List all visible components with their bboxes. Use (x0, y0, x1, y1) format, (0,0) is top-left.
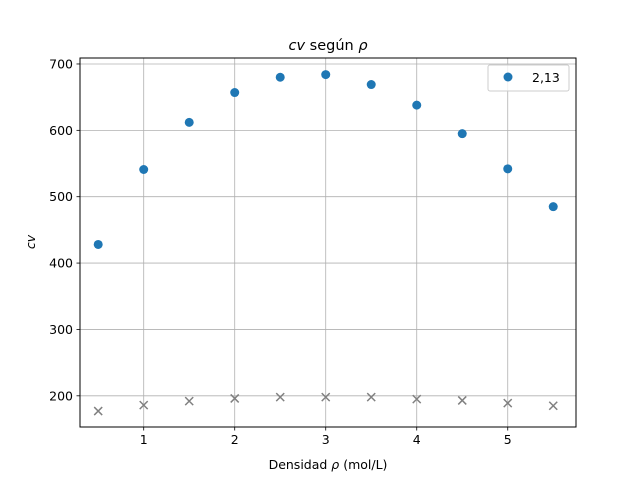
data-point-series-1 (93, 239, 103, 249)
data-point-series-2 (275, 392, 285, 402)
x-tick-label: 3 (322, 432, 330, 447)
grid (80, 58, 576, 427)
data-point-series-2 (184, 396, 194, 406)
data-point-series-2 (548, 401, 558, 411)
legend-box (487, 64, 570, 92)
x-axis-label: Densidad ρ (mol/L) (269, 457, 388, 472)
legend: 2,13 (487, 64, 570, 92)
y-tick-label: 700 (49, 56, 73, 71)
series-layer (93, 70, 558, 416)
data-point-series-1 (230, 88, 240, 98)
data-point-series-2 (230, 393, 240, 403)
axis-ticks: 1 2 3 4 5 200 300 400 500 600 700 (49, 56, 512, 447)
data-point-series-2 (321, 392, 331, 402)
y-tick-label: 400 (49, 256, 73, 271)
data-point-series-1 (139, 164, 149, 174)
y-tick-label: 600 (49, 123, 73, 138)
legend-marker (503, 72, 513, 82)
data-point-series-1 (366, 80, 376, 90)
x-tick-label: 2 (231, 432, 239, 447)
legend-label: 2,13 (532, 70, 560, 85)
data-point-series-2 (93, 406, 103, 416)
data-point-series-2 (503, 398, 513, 408)
y-axis-label: cv (23, 234, 38, 249)
data-point-series-2 (139, 400, 149, 410)
data-point-series-2 (366, 392, 376, 402)
y-tick-label: 300 (49, 322, 73, 337)
data-point-series-1 (503, 164, 513, 174)
plot-frame (79, 57, 577, 428)
chart-title: cv según ρ (288, 38, 368, 54)
data-point-series-1 (548, 202, 558, 212)
data-point-series-1 (412, 100, 422, 110)
x-tick-label: 5 (504, 432, 512, 447)
data-point-series-1 (321, 70, 331, 80)
x-tick-label: 4 (413, 432, 421, 447)
y-tick-label: 200 (49, 388, 73, 403)
y-tick-label: 500 (49, 189, 73, 204)
data-point-series-2 (457, 395, 467, 405)
plot-area (80, 58, 576, 427)
data-point-series-1 (184, 117, 194, 127)
data-point-series-1 (457, 129, 467, 139)
data-point-series-1 (275, 72, 285, 82)
data-point-series-2 (412, 394, 422, 404)
x-tick-label: 1 (140, 432, 148, 447)
